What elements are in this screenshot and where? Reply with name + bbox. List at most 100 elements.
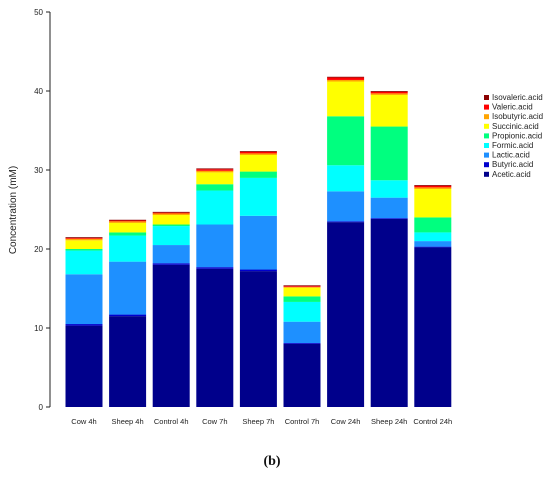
legend: Isovaleric.acidValeric.acidIsobutyric.ac…	[484, 93, 543, 179]
bar-segment-isobutyric-acid-1	[65, 238, 103, 241]
bar-segment-formic-acid-1	[65, 250, 103, 275]
legend-swatch-1	[484, 95, 489, 100]
bar-segment-isovaleric-acid-2	[109, 219, 147, 221]
legend-label-9: Acetic.acid	[492, 170, 531, 179]
bar-segment-lactic-acid-3	[152, 245, 190, 264]
bar-segment-butyric-acid-4	[196, 267, 234, 269]
bar-segment-valeric-acid-8	[370, 91, 408, 94]
bar-segment-isovaleric-acid-1	[65, 237, 103, 238]
bar-segment-isobutyric-acid-9	[414, 187, 452, 189]
bar-segment-succinic-acid-3	[152, 215, 190, 225]
bar-segment-isovaleric-acid-7	[327, 76, 365, 78]
bar-segment-formic-acid-7	[327, 165, 365, 192]
bar-segment-propionic-acid-3	[152, 224, 190, 227]
bar-segment-isovaleric-acid-9	[414, 185, 452, 186]
legend-swatch-8	[484, 162, 489, 168]
bar-segment-isobutyric-acid-8	[370, 93, 408, 95]
bar-segment-formic-acid-8	[370, 180, 408, 198]
category-label-2: Sheep 4h	[112, 417, 144, 426]
bar-segment-acetic-acid-5	[239, 271, 277, 407]
category-label-5: Sheep 7h	[242, 417, 274, 426]
bar-segment-isovaleric-acid-3	[152, 211, 190, 213]
legend-label-6: Formic.acid	[492, 141, 533, 150]
bar-segment-acetic-acid-8	[370, 218, 408, 407]
bar-segment-acetic-acid-4	[196, 268, 234, 407]
bar-segment-formic-acid-4	[196, 190, 234, 225]
bar-segment-butyric-acid-3	[152, 263, 190, 265]
bar-segment-isobutyric-acid-3	[152, 213, 190, 216]
bar-segment-formic-acid-2	[109, 235, 147, 262]
bar-segment-valeric-acid-7	[327, 77, 365, 80]
bar-segment-propionic-acid-9	[414, 217, 452, 233]
bar-segment-acetic-acid-2	[109, 316, 147, 407]
bar-segment-butyric-acid-5	[239, 269, 277, 272]
legend-label-2: Valeric.acid	[492, 103, 533, 112]
bar-segment-lactic-acid-8	[370, 197, 408, 219]
bar-segment-isobutyric-acid-4	[196, 170, 234, 173]
legend-label-8: Butyric.acid	[492, 160, 533, 169]
bar-segment-succinic-acid-4	[196, 172, 234, 185]
legend-label-3: Isobutyric.acid	[492, 112, 543, 121]
bar-segment-succinic-acid-8	[370, 94, 408, 127]
bar-segment-butyric-acid-2	[109, 314, 147, 317]
bar-segment-valeric-acid-3	[152, 212, 190, 214]
legend-swatch-5	[484, 133, 489, 139]
bar-segment-lactic-acid-6	[283, 321, 321, 344]
y-axis: 0 10 20 30 40 50	[34, 8, 51, 412]
plot-area	[65, 76, 452, 407]
bar-segment-isobutyric-acid-5	[239, 153, 277, 155]
category-label-3: Control 4h	[154, 417, 189, 426]
bar-segment-lactic-acid-5	[239, 215, 277, 270]
y-tick-label-30: 30	[34, 166, 43, 175]
category-label-7: Cow 24h	[331, 417, 361, 426]
bar-segment-butyric-acid-8	[370, 218, 408, 219]
bar-segment-formic-acid-9	[414, 232, 452, 242]
y-tick-label-10: 10	[34, 324, 43, 333]
bar-segment-succinic-acid-1	[65, 240, 103, 249]
legend-swatch-2	[484, 104, 489, 110]
bar-segment-valeric-acid-5	[239, 151, 277, 154]
legend-label-4: Succinic.acid	[492, 122, 539, 131]
legend-swatch-6	[484, 143, 489, 148]
bar-segment-isovaleric-acid-6	[283, 285, 321, 287]
legend-swatch-3	[484, 114, 489, 120]
bar-segment-butyric-acid-7	[327, 221, 365, 223]
bar-segment-succinic-acid-7	[327, 81, 365, 117]
bar-segment-propionic-acid-5	[239, 171, 277, 178]
bar-segment-acetic-acid-9	[414, 247, 452, 407]
bar-segment-acetic-acid-6	[283, 343, 321, 407]
bar-segment-lactic-acid-4	[196, 224, 234, 268]
legend-label-1: Isovaleric.acid	[492, 93, 543, 102]
bar-segment-succinic-acid-2	[109, 222, 147, 233]
bar-segment-isovaleric-acid-8	[370, 91, 408, 92]
bar-segment-succinic-acid-5	[239, 154, 277, 172]
bar-segment-formic-acid-6	[283, 301, 321, 322]
bar-segment-isobutyric-acid-6	[283, 286, 321, 288]
bar-segment-succinic-acid-6	[283, 287, 321, 297]
bar-segment-valeric-acid-4	[196, 169, 234, 171]
bar-segment-lactic-acid-9	[414, 241, 452, 247]
category-label-9: Control 24h	[413, 417, 452, 426]
bar-segment-propionic-acid-4	[196, 184, 234, 191]
category-label-8: Sheep 24h	[371, 417, 407, 426]
legend-label-5: Propionic.acid	[492, 131, 542, 140]
bar-segment-propionic-acid-1	[65, 249, 103, 251]
bar-segment-propionic-acid-8	[370, 126, 408, 181]
bar-segment-isovaleric-acid-5	[239, 151, 277, 152]
bar-segment-isobutyric-acid-7	[327, 79, 365, 82]
panel-label: (b)	[263, 454, 280, 469]
bar-segment-valeric-acid-9	[414, 185, 452, 188]
y-tick-label-0: 0	[39, 403, 44, 412]
y-tick-label-20: 20	[34, 245, 43, 254]
bar-segment-valeric-acid-6	[283, 286, 321, 287]
bar-segment-propionic-acid-6	[283, 296, 321, 302]
bar-segment-lactic-acid-7	[327, 191, 365, 222]
bar-segment-valeric-acid-1	[65, 237, 103, 239]
bar-segment-butyric-acid-1	[65, 324, 103, 326]
bar-segment-acetic-acid-7	[327, 222, 365, 407]
y-tick-label-40: 40	[34, 87, 43, 96]
bar-segment-lactic-acid-2	[109, 261, 147, 315]
category-label-4: Cow 7h	[202, 417, 227, 426]
